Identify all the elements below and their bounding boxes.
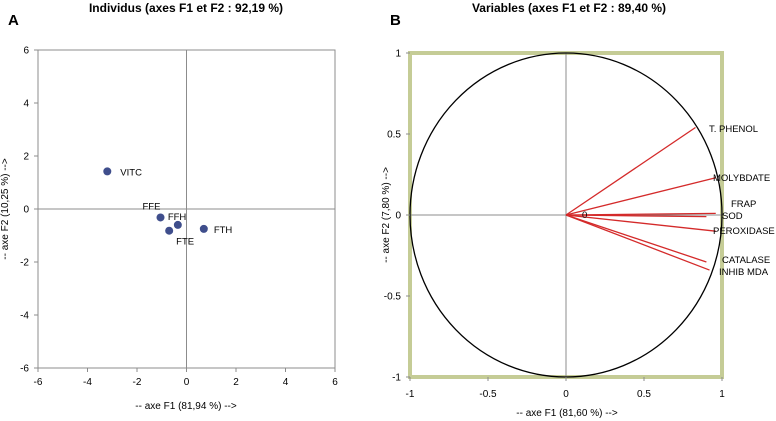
- panel-b-y-tick-label: -1: [392, 373, 401, 384]
- panel-a-y-tick-label: -6: [20, 364, 29, 375]
- vector-label-frap: FRAP: [731, 199, 756, 210]
- panel-a-y-tick-label: 4: [23, 99, 29, 110]
- vector-label-molybdate: MOLYBDATE: [713, 173, 770, 184]
- panel-b-x-tick-label: 0: [563, 389, 569, 400]
- vector-label-t-phenol: T. PHENOL: [709, 124, 758, 135]
- vector-peroxidase: [565, 214, 716, 232]
- vector-label-sod: SOD: [722, 211, 743, 222]
- vector-t-phenol: [565, 126, 696, 216]
- panel-b: B Variables (axes F1 et F2 : 89,40 %) -1…: [381, 1, 775, 419]
- point-label-ffh: FFH: [168, 212, 187, 223]
- panel-a-letter: A: [8, 12, 19, 29]
- scatter-point-vitc: [103, 167, 112, 176]
- panel-b-y-tick-label: -0.5: [384, 292, 402, 303]
- point-label-fte: FTE: [176, 237, 194, 248]
- scatter-point-ffe: [156, 213, 165, 222]
- origin-label: 0: [582, 210, 587, 221]
- panel-b-ylabel: -- axe F2 (7,80 %) -->: [381, 167, 392, 263]
- panel-b-x-tick-label: -1: [406, 389, 415, 400]
- vector-catalase: [565, 214, 707, 263]
- vector-sod: [565, 214, 707, 218]
- panel-a-ylabel: -- axe F2 (10,25 %) -->: [0, 158, 11, 260]
- vector-inhib-mda: [565, 214, 710, 271]
- panel-a-title: Individus (axes F1 et F2 : 92,19 %): [89, 1, 283, 15]
- vector-molybdate: [565, 177, 716, 216]
- point-label-ffe: FFE: [143, 201, 161, 212]
- vector-label-inhib-mda: INHIB MDA: [719, 267, 769, 278]
- panel-a-x-tick-label: 4: [283, 377, 289, 388]
- panel-a-x-tick-label: -4: [83, 377, 92, 388]
- scatter-point-ffh: [173, 220, 182, 229]
- panel-b-y-tick-label: 0.5: [387, 130, 401, 141]
- point-label-fth: FTH: [214, 225, 233, 236]
- panel-b-x-tick-label: -0.5: [479, 389, 497, 400]
- panel-a-x-tick-label: -2: [133, 377, 142, 388]
- panel-b-y-tick-label: 0: [395, 211, 401, 222]
- panel-a-y-tick-label: -2: [20, 258, 29, 269]
- panel-b-title: Variables (axes F1 et F2 : 89,40 %): [472, 1, 666, 15]
- panel-a-xlabel: -- axe F1 (81,94 %) -->: [135, 401, 237, 412]
- panel-a-x-tick-label: -6: [34, 377, 43, 388]
- panel-a-x-tick-label: 0: [184, 377, 190, 388]
- panel-a-x-tick-label: 6: [332, 377, 338, 388]
- vector-label-catalase: CATALASE: [722, 255, 770, 266]
- panel-b-xlabel: -- axe F1 (81,60 %) -->: [516, 408, 618, 419]
- panel-a-x-tick-label: 2: [233, 377, 239, 388]
- scatter-point-fte: [165, 226, 174, 235]
- panel-b-letter: B: [390, 12, 401, 29]
- panel-a-y-tick-label: 0: [23, 205, 29, 216]
- panel-a-y-tick-label: -4: [20, 311, 29, 322]
- panel-b-y-tick-label: 1: [395, 49, 401, 60]
- point-label-vitc: VITC: [120, 167, 142, 178]
- panel-b-x-tick-label: 0.5: [637, 389, 651, 400]
- scatter-point-fth: [199, 224, 208, 233]
- panel-a-y-tick-label: 6: [23, 46, 29, 57]
- panel-a: A Individus (axes F1 et F2 : 92,19 %) -6…: [0, 1, 338, 412]
- panel-a-y-tick-label: 2: [23, 152, 29, 163]
- vector-label-peroxidase: PEROXIDASE: [713, 226, 775, 237]
- panel-b-x-tick-label: 1: [719, 389, 725, 400]
